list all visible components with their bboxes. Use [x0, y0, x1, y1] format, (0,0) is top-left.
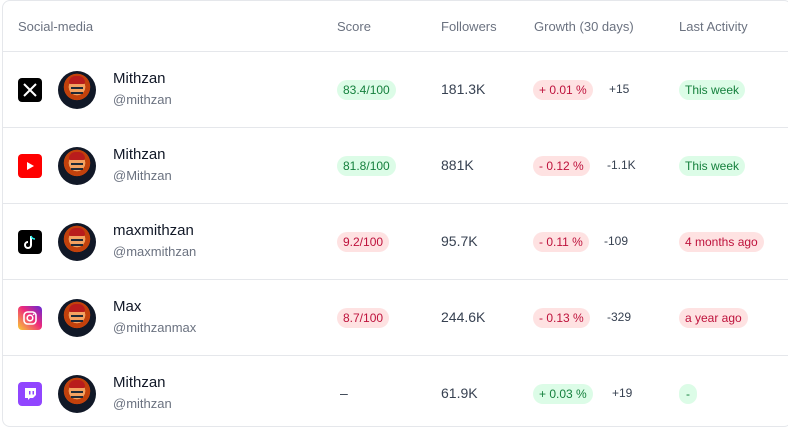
account-handle: @mithzan [113, 396, 172, 411]
account-name[interactable]: Mithzan [113, 146, 166, 163]
growth-percent-badge: - 0.11 % [533, 232, 589, 252]
account-name[interactable]: Mithzan [113, 374, 166, 391]
account-handle: @maxmithzan [113, 244, 197, 259]
growth-absolute: -109 [604, 234, 629, 248]
account-name[interactable]: Mithzan [113, 70, 166, 87]
table-header: Social-media Score Followers Growth (30 … [3, 1, 788, 52]
score-empty: – [340, 385, 348, 401]
last-activity-badge: 4 months ago [679, 232, 764, 252]
account-handle: @mithzanmax [113, 320, 197, 335]
account-name[interactable]: maxmithzan [113, 222, 194, 239]
score-badge: 8.7/100 [337, 308, 390, 328]
followers-count: 95.7K [441, 233, 478, 249]
x-icon [18, 78, 42, 102]
growth-percent-badge: + 0.01 % [533, 80, 593, 100]
table-row-x[interactable]: Mithzan @mithzan 83.4/100 181.3K + 0.01 … [3, 52, 788, 128]
followers-count: 181.3K [441, 81, 486, 97]
avatar[interactable] [58, 71, 96, 109]
header-growth[interactable]: Growth (30 days) [534, 19, 634, 34]
avatar[interactable] [58, 223, 96, 261]
table-row-twitch[interactable]: Mithzan @mithzan – 61.9K + 0.03 % +19 - [3, 356, 788, 426]
header-followers[interactable]: Followers [441, 19, 497, 34]
last-activity-badge: - [679, 384, 697, 404]
growth-absolute: +15 [609, 82, 630, 96]
growth-percent-badge: - 0.12 % [533, 156, 590, 176]
growth-percent-badge: - 0.13 % [533, 308, 590, 328]
account-name[interactable]: Max [113, 298, 142, 315]
table-row-tiktok[interactable]: maxmithzan @maxmithzan 9.2/100 95.7K - 0… [3, 204, 788, 280]
score-badge: 9.2/100 [337, 232, 390, 252]
table-row-youtube[interactable]: Mithzan @Mithzan 81.8/100 881K - 0.12 % … [3, 128, 788, 204]
header-last-activity[interactable]: Last Activity [679, 19, 748, 34]
avatar[interactable] [58, 375, 96, 413]
youtube-icon [18, 154, 42, 178]
avatar[interactable] [58, 299, 96, 337]
header-social-media[interactable]: Social-media [18, 19, 94, 34]
last-activity-badge: This week [679, 156, 746, 176]
last-activity-badge: a year ago [679, 308, 748, 328]
header-score[interactable]: Score [337, 19, 371, 34]
score-badge: 81.8/100 [337, 156, 396, 176]
account-handle: @Mithzan [113, 168, 172, 183]
followers-count: 881K [441, 157, 474, 173]
table-row-instagram[interactable]: Max @mithzanmax 8.7/100 244.6K - 0.13 % … [3, 280, 788, 356]
tiktok-icon [18, 230, 42, 254]
twitch-icon [18, 382, 42, 406]
growth-absolute: -1.1K [607, 158, 636, 172]
growth-absolute: -329 [607, 310, 632, 324]
followers-count: 61.9K [441, 385, 478, 401]
score-badge: 83.4/100 [337, 80, 396, 100]
account-handle: @mithzan [113, 92, 172, 107]
followers-count: 244.6K [441, 309, 486, 325]
growth-absolute: +19 [612, 386, 633, 400]
last-activity-badge: This week [679, 80, 746, 100]
avatar[interactable] [58, 147, 96, 185]
instagram-icon [18, 306, 42, 330]
growth-percent-badge: + 0.03 % [533, 384, 593, 404]
